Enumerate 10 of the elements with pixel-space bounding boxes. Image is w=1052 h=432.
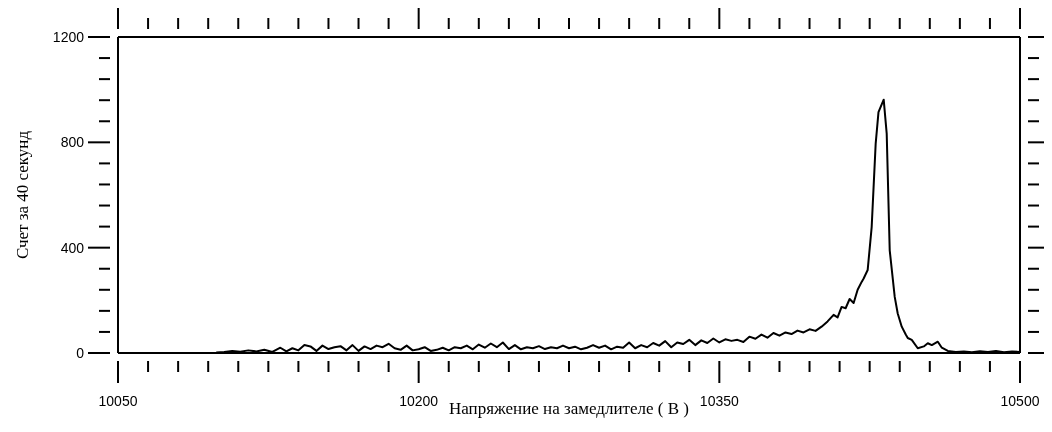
y-axis-title: Счет за 40 секунд (13, 130, 33, 260)
x-tick-label: 10500 (1000, 393, 1040, 409)
x-axis-title: Напряжение на замедлителе ( В ) (449, 399, 689, 418)
y-tick-label: 400 (60, 239, 85, 256)
x-tick-label: 10050 (98, 393, 138, 409)
y-tick-label: 1200 (52, 29, 85, 45)
y-tick-label: 800 (60, 134, 85, 151)
y-tick-label: 0 (76, 345, 85, 361)
x-tick-label: 10350 (699, 393, 740, 409)
x-tick-label: 10200 (399, 393, 439, 409)
